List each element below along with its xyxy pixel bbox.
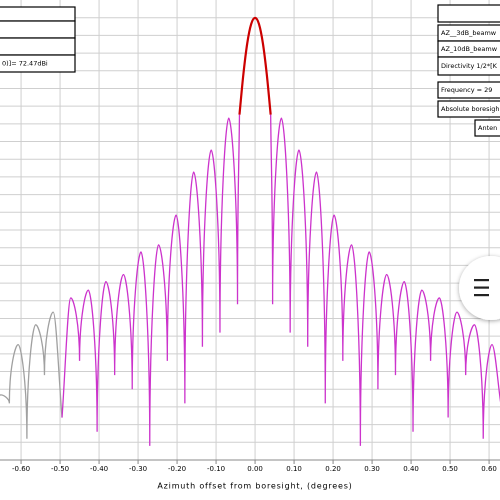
annotation-text: AZ__3dB_beamw	[441, 29, 497, 37]
info-box	[437, 56, 500, 76]
plot-lines	[0, 16, 500, 446]
annotation-text: 0)]= 72.47dBi	[2, 60, 48, 68]
pattern-line	[0, 311, 63, 439]
x-tick-label: -0.20	[168, 465, 186, 473]
x-tick-label: 0.60	[481, 465, 497, 473]
info-box	[0, 6, 76, 22]
info-box	[437, 100, 500, 118]
annotation-text: Anten	[478, 124, 497, 132]
x-tick-label: -0.60	[12, 465, 30, 473]
menu-icon-bar	[474, 286, 489, 289]
x-tick-label: 0.20	[325, 465, 341, 473]
annotations: 0)]= 72.47dBi AZ__3dB_beamw AZ_10dB_beamw D…	[2, 29, 500, 132]
info-box	[437, 4, 500, 23]
annotation-text: Frequency = 29	[441, 86, 492, 94]
x-tick-label: 0.40	[403, 465, 419, 473]
info-box	[437, 81, 500, 99]
pattern-line	[61, 114, 241, 446]
x-tick-label: 0.50	[442, 465, 458, 473]
annotation-text: Absolute boresigh	[441, 105, 500, 113]
grid	[0, 0, 500, 464]
info-box	[0, 54, 76, 73]
x-tick-label: 0.30	[364, 465, 380, 473]
x-tick-label: -0.10	[207, 465, 225, 473]
info-box	[0, 20, 76, 39]
x-tick-label: 0.00	[247, 465, 263, 473]
pattern-line	[270, 114, 500, 446]
pattern-line	[238, 16, 272, 115]
menu-icon-bar	[474, 279, 489, 282]
info-box	[474, 119, 500, 137]
right-boxes	[437, 4, 500, 137]
x-axis-label: Azimuth offset from boresight, (degrees)	[157, 482, 352, 491]
annotation-text: Directivity 1/2*[K	[441, 62, 498, 70]
x-tick-label: -0.50	[51, 465, 69, 473]
left-boxes	[0, 6, 76, 73]
info-box	[0, 37, 76, 56]
x-tick-label: 0.10	[286, 465, 302, 473]
x-tick-label: -0.40	[90, 465, 108, 473]
annotation-text: AZ_10dB_beamw	[441, 45, 498, 53]
menu-button[interactable]	[459, 256, 500, 320]
menu-icon-bar	[474, 294, 489, 297]
x-tick-label: -0.30	[129, 465, 147, 473]
